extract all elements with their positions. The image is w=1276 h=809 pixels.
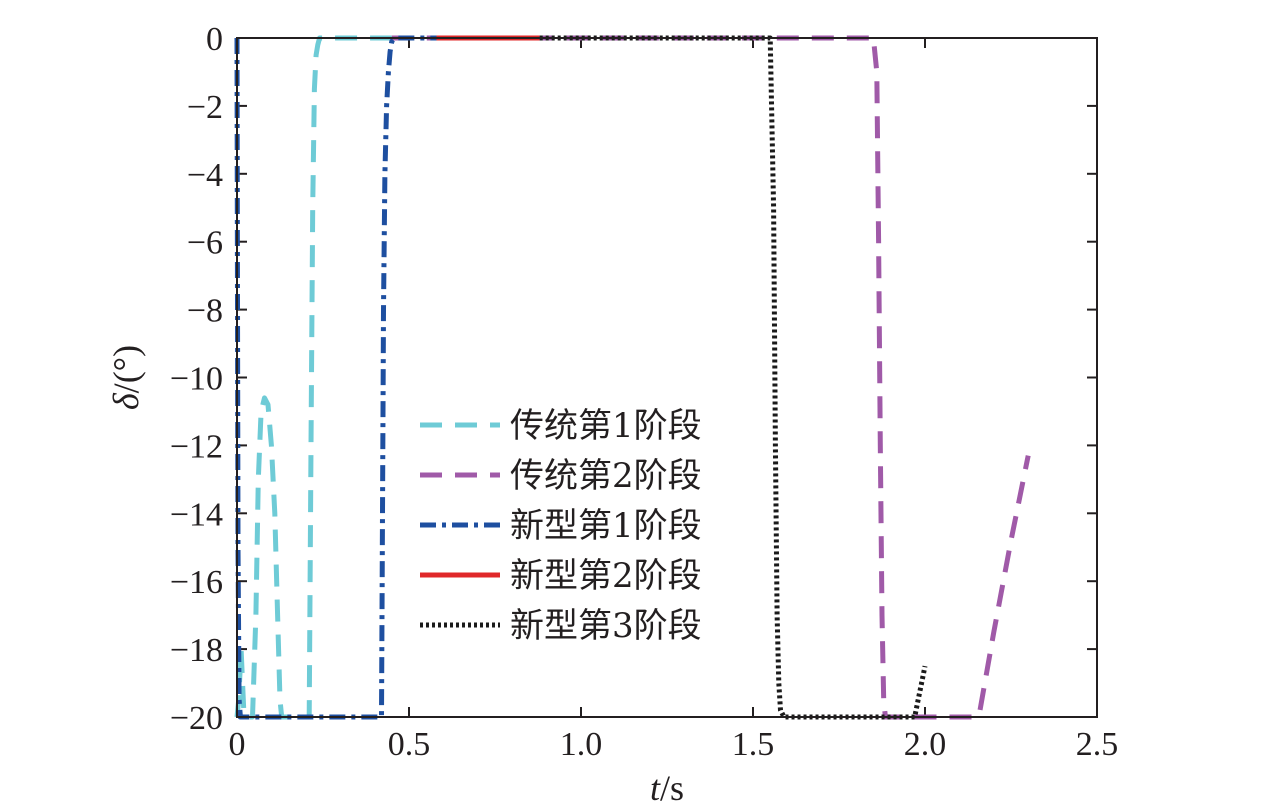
- legend-label-1: 传统第1阶段: [510, 406, 702, 446]
- legend-label-2: 传统第2阶段: [510, 456, 702, 496]
- x-axis-label-var: t: [650, 768, 661, 808]
- y-tick-label: −2: [187, 89, 223, 126]
- y-tick-label: −16: [170, 564, 223, 601]
- y-tick-label: −4: [187, 157, 223, 194]
- plot-frame: [236, 37, 1098, 718]
- legend-label-3: 新型第1阶段: [510, 506, 702, 546]
- series-line-5: [539, 35, 928, 720]
- x-tick-label: 0: [229, 726, 246, 763]
- y-tick-label: −10: [170, 361, 223, 398]
- series-line-1: [234, 35, 392, 720]
- y-axis-label-unit: /(°): [106, 345, 146, 393]
- legend-label-4: 新型第2阶段: [510, 556, 702, 596]
- y-tick-label: −14: [170, 496, 223, 533]
- legend-label-5: 新型第3阶段: [510, 606, 702, 646]
- x-tick-label: 0.5: [388, 726, 431, 763]
- x-axis-label: t/s: [650, 768, 684, 808]
- y-tick-label: −18: [170, 632, 223, 669]
- x-tick-label: 2.0: [904, 726, 947, 763]
- y-tick-label: −6: [187, 225, 223, 262]
- y-tick-label: −12: [170, 428, 223, 465]
- y-tick-label: −20: [170, 700, 223, 737]
- ticks-layer: 0 0.5 1.0 1.5 2.0 2.5 0 −2 −4 −6 −8 −10 −12 −14 −16 −18…: [170, 21, 1118, 763]
- y-axis-label-var: δ: [106, 392, 146, 410]
- y-axis-label: δ/(°): [106, 345, 146, 410]
- x-tick-label: 2.5: [1076, 726, 1119, 763]
- series-line-3: [234, 35, 437, 720]
- x-axis-label-unit: /s: [660, 768, 684, 808]
- x-tick-label: 1.5: [732, 726, 775, 763]
- series-line-2: [391, 35, 1031, 720]
- y-tick-label: 0: [206, 21, 223, 58]
- x-tick-label: 1.0: [560, 726, 603, 763]
- y-tick-label: −8: [187, 293, 223, 330]
